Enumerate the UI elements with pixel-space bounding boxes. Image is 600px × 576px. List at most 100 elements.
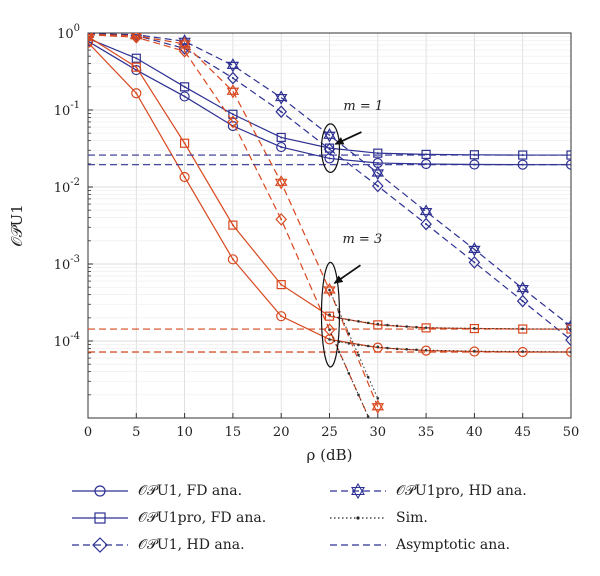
marker-circle xyxy=(276,311,287,322)
legend-label-hd: 𝒪𝒫U1, HD ana. xyxy=(138,537,245,553)
legend-label-asymptotic: Asymptotic ana. xyxy=(396,537,511,553)
marker-dot xyxy=(280,110,283,113)
marker-square xyxy=(276,280,286,290)
sim-point xyxy=(395,324,399,328)
marker-dot xyxy=(183,85,186,88)
sim-point xyxy=(347,372,351,375)
marker-dot xyxy=(231,120,234,123)
x-axis-title: ρ (dB) xyxy=(307,446,353,464)
sim-point xyxy=(395,347,399,351)
marker-dot xyxy=(473,261,476,264)
marker-diamond xyxy=(323,323,336,337)
marker-square xyxy=(131,53,141,63)
sim-point xyxy=(386,323,389,327)
marker-dot xyxy=(570,339,571,342)
x-tick-label: 0 xyxy=(84,425,92,440)
marker-dot xyxy=(135,36,138,39)
annotation-ellipse xyxy=(320,261,341,368)
y-tick-label: 10-4 xyxy=(54,331,80,350)
marker-square xyxy=(180,138,190,148)
marker-dot xyxy=(135,92,138,95)
marker-dot xyxy=(231,258,234,261)
series-line-m1-HDpro xyxy=(88,33,571,327)
marker-diamond xyxy=(371,179,384,193)
legend-item-sim: Sim. xyxy=(328,507,428,529)
annotation-label: m = 1 xyxy=(343,99,383,114)
marker-star-up xyxy=(178,34,191,45)
marker-star-down xyxy=(274,93,288,105)
sim-line xyxy=(329,338,571,353)
marker-circle xyxy=(276,141,287,153)
marker-diamond xyxy=(468,255,481,269)
legend-marker-sim xyxy=(330,516,386,520)
legend-marker-asymptotic xyxy=(330,544,386,546)
sim-point xyxy=(347,318,351,322)
legend-item-hdpro: 𝒪𝒫U1pro, HD ana. xyxy=(328,480,527,502)
sim-point xyxy=(415,348,418,352)
annotation-arrow xyxy=(333,264,361,284)
marker-star-up xyxy=(371,165,385,177)
marker-star-down xyxy=(371,403,385,414)
marker-circle xyxy=(421,345,432,356)
marker-square xyxy=(276,132,286,143)
sim-point xyxy=(405,325,409,328)
marker-star-down xyxy=(564,322,571,334)
marker-dot xyxy=(280,146,283,149)
sim-point xyxy=(569,327,571,331)
marker-circle xyxy=(179,171,190,183)
legend-label-fdpro: 𝒪𝒫U1pro, FD ana. xyxy=(138,510,267,526)
sim-point xyxy=(521,350,524,353)
marker-diamond xyxy=(227,71,239,85)
legend-marker-hd xyxy=(72,537,128,553)
legend-item-hd: 𝒪𝒫U1, HD ana. xyxy=(70,534,245,556)
sim-point xyxy=(366,415,370,418)
series-m1-HDpro xyxy=(88,33,571,334)
marker-star-down xyxy=(323,286,336,298)
sim-point xyxy=(415,325,418,329)
marker-diamond xyxy=(323,142,336,156)
chart: 0 5 10 15 20 25 30 35 40 45 50 100 10-1 10-2 10-3 10-4 ρ… xyxy=(8,23,579,464)
marker-dot xyxy=(280,218,283,221)
marker-star-down xyxy=(419,207,433,219)
marker-square xyxy=(373,148,383,158)
marker-dot xyxy=(376,185,379,188)
marker-dot xyxy=(183,95,186,98)
marker-diamond xyxy=(565,333,571,347)
sim-point xyxy=(473,349,476,353)
marker-dot xyxy=(135,57,138,60)
marker-circle xyxy=(227,254,238,265)
marker-star-down xyxy=(130,33,143,43)
marker-star-up xyxy=(226,58,240,69)
x-tick-label: 5 xyxy=(132,425,140,440)
marker-star-down xyxy=(371,169,385,181)
sim-point xyxy=(328,288,331,292)
y-tick-label: 10-2 xyxy=(54,177,80,196)
marker-dot xyxy=(328,157,331,160)
annotation-ellipse xyxy=(320,123,341,173)
marker-dot xyxy=(183,50,186,53)
marker-square xyxy=(421,323,431,333)
marker-diamond xyxy=(178,44,191,58)
legend: 𝒪𝒫U1, FD ana. 𝒪𝒫U1pro, FD ana. 𝒪𝒫U1, HD … xyxy=(70,480,590,570)
marker-dot xyxy=(88,41,89,44)
sim-point xyxy=(386,346,389,350)
sim-point xyxy=(376,345,380,349)
marker-star-down xyxy=(468,245,481,257)
marker-dot xyxy=(425,153,428,156)
marker-square xyxy=(228,220,238,230)
legend-item-asymptotic: Asymptotic ana. xyxy=(328,534,510,556)
sim-point xyxy=(328,328,331,332)
sim-point xyxy=(376,322,380,326)
sim-point xyxy=(366,344,370,348)
marker-star-down xyxy=(274,178,288,190)
sim-point xyxy=(347,332,351,335)
sim-point xyxy=(366,375,370,379)
marker-dot xyxy=(231,224,234,227)
y-tick-label: 100 xyxy=(57,23,80,42)
y-tick-label: 10-3 xyxy=(54,254,80,273)
sim-point xyxy=(473,327,476,330)
sim-curve-0 xyxy=(328,338,571,354)
marker-dot xyxy=(280,283,283,286)
series-layer xyxy=(88,33,571,418)
sim-point xyxy=(357,320,360,323)
